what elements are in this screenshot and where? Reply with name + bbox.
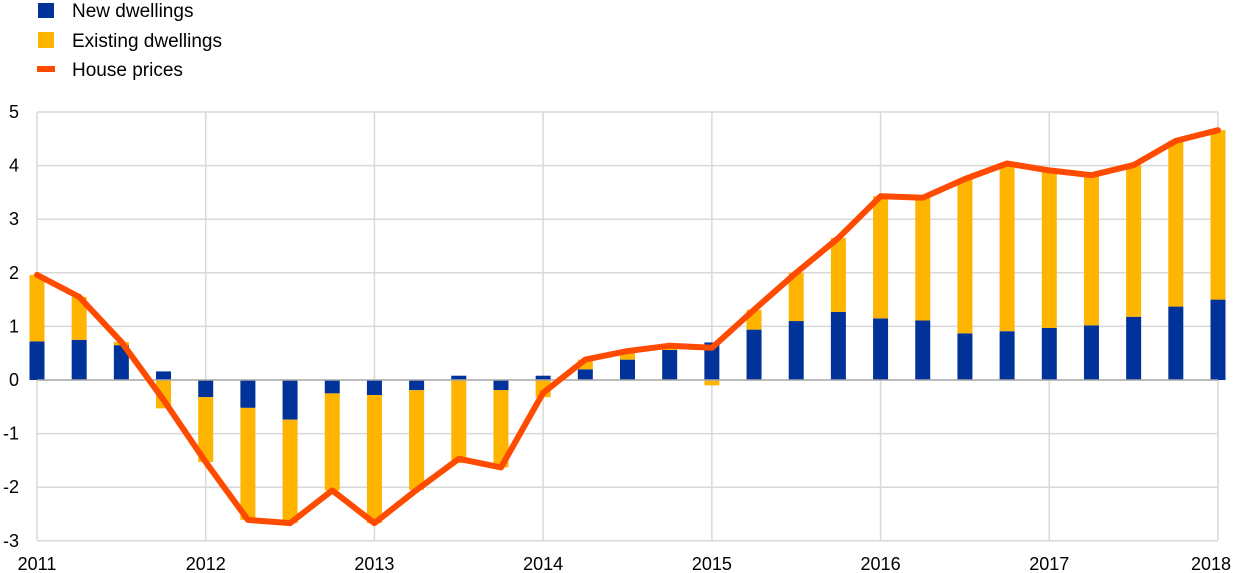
house-prices-line bbox=[34, 127, 1221, 527]
bar-new-dwellings bbox=[535, 375, 551, 380]
bar-existing-dwellings bbox=[999, 163, 1015, 332]
bar-new-dwellings bbox=[451, 375, 467, 380]
bar-existing-dwellings bbox=[1210, 130, 1226, 300]
bar-existing-dwellings bbox=[788, 272, 804, 322]
bar-new-dwellings bbox=[324, 380, 340, 394]
house-prices-line-layer bbox=[34, 127, 1221, 527]
bar-new-dwellings bbox=[282, 380, 298, 420]
bar-new-dwellings bbox=[746, 329, 762, 380]
bar-existing-dwellings bbox=[282, 419, 298, 524]
bar-new-dwellings bbox=[71, 339, 87, 380]
x-tick-label: 2017 bbox=[1029, 554, 1069, 573]
y-tick-label: 5 bbox=[9, 102, 19, 122]
gridlines bbox=[36, 111, 1219, 542]
bar-existing-dwellings bbox=[198, 397, 214, 463]
bar-new-dwellings bbox=[113, 345, 129, 380]
bar-new-dwellings bbox=[999, 331, 1015, 380]
bar-new-dwellings bbox=[1126, 316, 1142, 380]
y-tick-label: 0 bbox=[9, 370, 19, 390]
bar-new-dwellings bbox=[704, 342, 720, 380]
y-tick-label: -3 bbox=[3, 531, 19, 551]
legend-label-new-dwellings: New dwellings bbox=[72, 1, 193, 22]
bar-new-dwellings bbox=[29, 341, 45, 380]
x-tick-label: 2018 bbox=[1191, 554, 1231, 573]
x-tick-label: 2016 bbox=[861, 554, 901, 573]
x-tick-label: 2014 bbox=[523, 554, 563, 573]
bar-new-dwellings bbox=[1083, 325, 1099, 380]
x-tick-label: 2012 bbox=[186, 554, 226, 573]
bar-existing-dwellings bbox=[620, 351, 635, 360]
bar-existing-dwellings bbox=[29, 274, 45, 342]
bar-existing-dwellings bbox=[1168, 140, 1184, 307]
y-tick-label: -1 bbox=[3, 424, 19, 444]
bar-existing-dwellings bbox=[915, 197, 931, 321]
bar-new-dwellings bbox=[577, 369, 593, 380]
bar-new-dwellings bbox=[409, 380, 425, 391]
bar-existing-dwellings bbox=[324, 393, 340, 491]
y-tick-label: 4 bbox=[9, 156, 19, 176]
legend-label-existing-dwellings: Existing dwellings bbox=[72, 31, 222, 52]
bar-existing-dwellings bbox=[577, 359, 593, 370]
bar-existing-dwellings bbox=[493, 390, 509, 468]
bar-new-dwellings bbox=[1168, 306, 1184, 380]
bar-new-dwellings bbox=[788, 321, 804, 380]
bar-new-dwellings bbox=[1210, 299, 1226, 380]
bar-existing-dwellings bbox=[451, 380, 467, 464]
bar-existing-dwellings bbox=[1083, 175, 1099, 326]
bar-new-dwellings bbox=[1041, 328, 1057, 380]
y-tick-label: 2 bbox=[9, 263, 19, 283]
legend-label-house-prices: House prices bbox=[72, 60, 183, 81]
bar-existing-dwellings bbox=[1041, 170, 1057, 329]
bar-existing-dwellings bbox=[366, 395, 382, 524]
bar-existing-dwellings bbox=[830, 237, 846, 312]
bar-new-dwellings bbox=[620, 359, 635, 380]
bar-new-dwellings bbox=[662, 349, 678, 380]
y-tick-label: -2 bbox=[3, 477, 19, 497]
y-tick-label: 1 bbox=[9, 316, 19, 336]
y-tick-label: 3 bbox=[9, 209, 19, 229]
bar-new-dwellings bbox=[198, 380, 214, 398]
bar-new-dwellings bbox=[366, 380, 382, 396]
bar-new-dwellings bbox=[156, 371, 172, 380]
x-tick-label: 2015 bbox=[692, 554, 732, 573]
bar-existing-dwellings bbox=[704, 380, 720, 386]
bar-new-dwellings bbox=[830, 311, 846, 380]
bar-existing-dwellings bbox=[957, 179, 973, 334]
bar-new-dwellings bbox=[240, 380, 256, 408]
bar-existing-dwellings bbox=[873, 196, 889, 319]
bar-new-dwellings bbox=[915, 320, 931, 380]
bar-existing-dwellings bbox=[409, 390, 425, 490]
bar-existing-dwellings bbox=[1126, 165, 1142, 317]
legend: New dwellings Existing dwellings House p… bbox=[37, 1, 222, 81]
legend-swatch-new-dwellings bbox=[38, 3, 54, 18]
x-tick-label: 2011 bbox=[18, 554, 57, 573]
bar-existing-dwellings bbox=[240, 407, 256, 520]
tick-labels: 5 4 3 2 1 0 -1 -2 -3 2011 2012 2013 2014 2015 2016 2017… bbox=[3, 102, 1231, 573]
bar-existing-dwellings bbox=[71, 296, 87, 340]
bar-new-dwellings bbox=[493, 380, 509, 391]
x-tick-label: 2013 bbox=[354, 554, 394, 573]
bar-new-dwellings bbox=[957, 333, 973, 380]
bars bbox=[29, 130, 1226, 524]
legend-swatch-existing-dwellings bbox=[38, 32, 54, 48]
bar-new-dwellings bbox=[873, 318, 889, 380]
